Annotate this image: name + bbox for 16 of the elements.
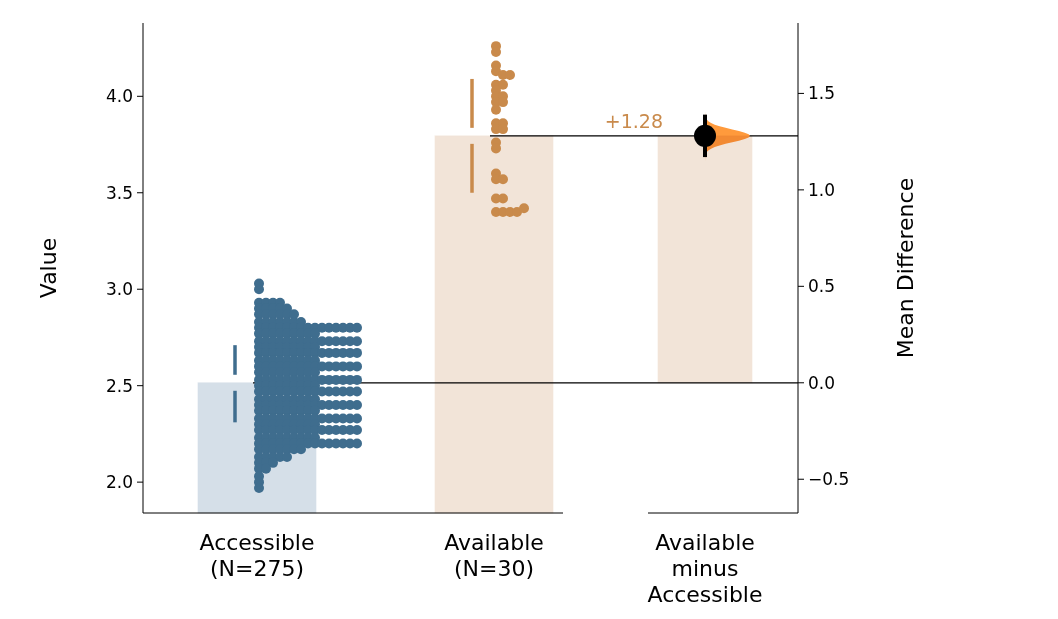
annotation: +1.28 [604,109,663,132]
y-tick-label: 3.5 [105,182,133,203]
y2-axis-title: Mean Difference [893,177,918,359]
y-tick-label: 2.0 [105,472,133,493]
y2-tick-label: 0.5 [808,276,836,297]
y2-tick-label: 0.0 [808,372,836,393]
x-tick-label: Accessible (N=275) [199,530,315,581]
x-tick-label: Available (N=30) [444,530,544,581]
y-tick-label: 3.0 [105,279,133,300]
x-tick-label: Available minus Accessible [647,530,763,607]
y-axis-title: Value [36,237,61,299]
y2-tick-label: 1.5 [808,83,836,104]
y-tick-label: 4.0 [105,86,133,107]
y2-tick-label: 1.0 [808,179,836,200]
y-tick-label: 2.5 [105,375,133,396]
y2-tick-label: −0.5 [808,469,850,490]
